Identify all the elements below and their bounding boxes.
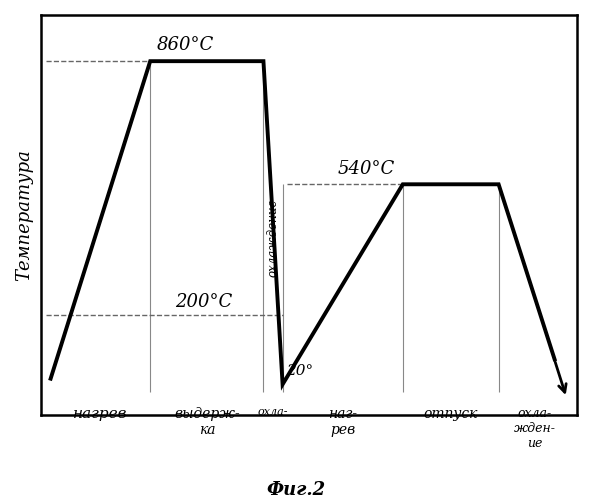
Text: 540°С: 540°С <box>337 160 395 178</box>
Text: охлаждение: охлаждение <box>266 199 279 278</box>
Y-axis label: Температура: Температура <box>15 149 33 281</box>
Text: охла-
жден-
ие: охла- жден- ие <box>514 406 556 450</box>
Text: Фиг.2: Фиг.2 <box>266 481 326 499</box>
Text: отпуск: отпуск <box>423 406 478 420</box>
Text: 20°: 20° <box>286 364 313 378</box>
Text: 860°С: 860°С <box>157 36 214 54</box>
Text: наг-
рев: наг- рев <box>328 406 357 437</box>
Text: нагрев: нагрев <box>73 406 127 420</box>
Text: 200°С: 200°С <box>175 292 232 310</box>
Text: охла-: охла- <box>258 406 288 416</box>
Text: выдерж-
ка: выдерж- ка <box>174 406 240 437</box>
